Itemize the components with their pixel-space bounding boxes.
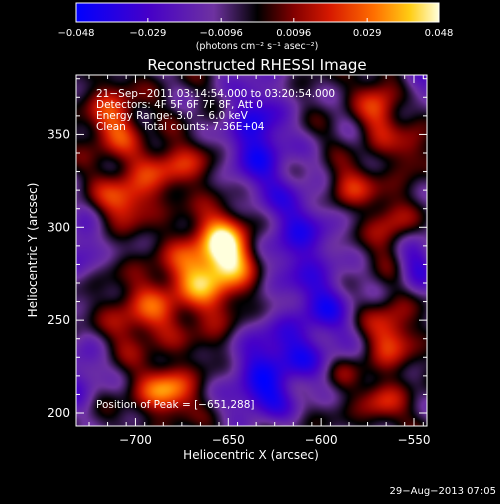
info-line-time-range: 21−Sep−2011 03:14:54.000 to 03:20:54.000 <box>96 88 335 100</box>
info-line-energy-range: Energy Range: 3.0 − 6.0 keV <box>96 110 249 122</box>
x-tick-label: −700 <box>119 433 152 447</box>
x-tick-label: −550 <box>398 433 431 447</box>
colorbar-unit-label: (photons cm⁻² s⁻¹ asec⁻²) <box>196 41 319 52</box>
colorbar-ticks: −0.048 −0.029 −0.0096 0.0096 0.029 0.048 <box>57 18 453 39</box>
x-tick-label: −600 <box>305 433 338 447</box>
y-tick-label: 300 <box>47 220 70 234</box>
colorbar: −0.048 −0.029 −0.0096 0.0096 0.029 0.048 (pho… <box>57 2 453 52</box>
colorbar-tick-label: −0.029 <box>129 28 166 39</box>
y-tick-label: 200 <box>47 406 70 420</box>
y-tick-label: 250 <box>47 313 70 327</box>
chart-title: Reconstructed RHESSI Image <box>147 56 366 74</box>
y-tick-label: 350 <box>47 127 70 141</box>
colorbar-tick-label: 0.029 <box>353 28 382 39</box>
x-tick-label: −650 <box>212 433 245 447</box>
colorbar-tick-label: 0.0096 <box>276 28 311 39</box>
info-block: 21−Sep−2011 03:14:54.000 to 03:20:54.000… <box>96 88 335 133</box>
info-line-counts: Clean Total counts: 7.36E+04 <box>96 121 265 133</box>
plot-frame <box>75 74 428 427</box>
footer-timestamp: 29−Aug−2013 07:05 <box>390 486 496 497</box>
colorbar-tick-label: −0.0096 <box>200 28 243 39</box>
peak-position-label: Position of Peak = [−651,288] <box>96 399 255 411</box>
colorbar-tick-label: 0.048 <box>425 28 454 39</box>
heatmap-image <box>76 75 427 426</box>
x-axis-label: Heliocentric X (arcsec) <box>183 448 319 462</box>
info-line-detectors: Detectors: 4F 5F 6F 7F 8F, Att 0 <box>96 99 263 111</box>
x-axis-ticks: −700 −650 −600 −550 <box>88 75 431 447</box>
colorbar-frame <box>75 2 440 23</box>
y-axis-ticks: 200 250 300 350 <box>47 78 427 420</box>
colorbar-gradient <box>76 3 439 22</box>
colorbar-tick-label: −0.048 <box>57 28 94 39</box>
y-axis-label: Heliocentric Y (arcsec) <box>26 183 40 318</box>
